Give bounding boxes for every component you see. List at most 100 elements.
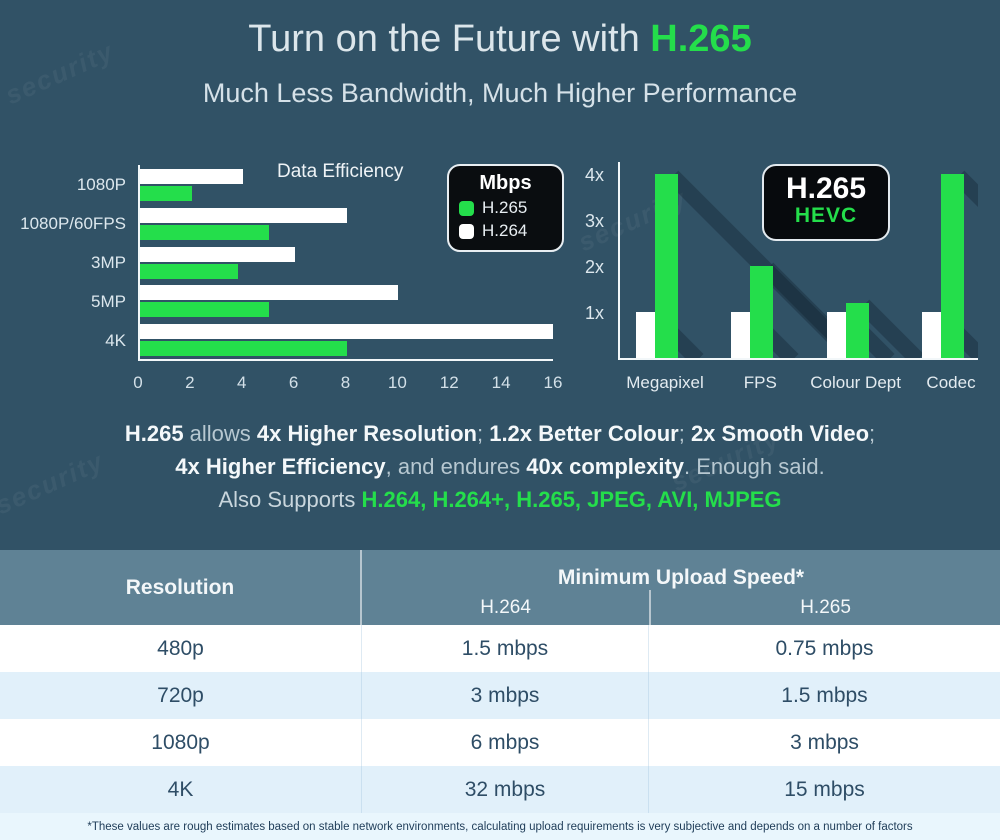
category-label: Megapixel	[626, 373, 704, 392]
table-cell-h264: 3 mbps	[362, 672, 649, 719]
plot-area	[138, 165, 553, 361]
table-cell-resolution: 4K	[0, 766, 362, 813]
x-tick-label: 4	[237, 373, 247, 392]
h265-bar	[140, 224, 270, 240]
resolution-column-header: Resolution	[0, 550, 362, 625]
table-cell-resolution: 720p	[0, 672, 362, 719]
h265-bar	[845, 302, 869, 358]
x-tick-label: 16	[543, 373, 563, 392]
plot-area: H.265 HEVC	[618, 162, 978, 360]
table-header: Resolution Minimum Upload Speed* H.264 H…	[0, 550, 1000, 625]
supported-codecs-line: Also Supports H.264, H.264+, H.265, JPEG…	[0, 487, 1000, 513]
supports-prefix: Also Supports	[218, 487, 362, 512]
h264-bar	[140, 169, 244, 184]
multiplier-chart: H.265 HEVC Megapixel FPS Colour Dept Codec …	[578, 155, 1000, 407]
x-tick-label: 14	[491, 373, 511, 392]
title-prefix: Turn on the Future with	[248, 18, 651, 60]
table-cell-h264: 6 mbps	[362, 719, 649, 766]
table-cell-h265: 15 mbps	[784, 777, 865, 801]
x-tick-label: 2	[185, 373, 195, 392]
table-cell-h265: 3 mbps	[790, 730, 859, 754]
x-tick-label: 8	[340, 373, 351, 392]
chart-legend: Mbps H.265 H.264	[447, 164, 564, 252]
category-label: FPS	[743, 373, 777, 392]
x-axis-ticks: 0 2 4 6 8 10 12 14 16	[133, 373, 562, 393]
bar-group	[140, 320, 553, 359]
category-label: Colour Dept	[810, 373, 901, 392]
bar-group	[140, 281, 553, 320]
category-label: Codec	[926, 373, 976, 392]
h265-column-header: H.265	[649, 590, 1000, 625]
h264-bar	[636, 312, 658, 358]
category-axis-labels: 1080P 1080P/60FPS 3MP 5MP 4K	[0, 165, 126, 361]
page-title: Turn on the Future with H.265	[0, 18, 1000, 61]
table-cell-h264: 32 mbps	[362, 766, 649, 813]
h264-bar	[922, 312, 944, 358]
claims-line2: 4x Higher Efficiency, and endures 40x co…	[175, 454, 825, 479]
table-footnote: *These values are rough estimates based …	[0, 813, 1000, 840]
y-tick-label: 1x	[584, 303, 604, 323]
chart-title: Data Efficiency	[277, 161, 404, 182]
page-subtitle: Much Less Bandwidth, Much Higher Perform…	[202, 78, 798, 108]
table-cell-resolution: 480p	[0, 625, 362, 672]
h265-bar	[140, 341, 347, 357]
upload-speed-group-header: Minimum Upload Speed* H.264 H.265	[362, 550, 1000, 625]
claims-line1: H.265 allows 4x Higher Resolution; 1.2x …	[124, 421, 876, 446]
h265-hevc-badge: H.265 HEVC	[762, 164, 890, 241]
table-cell-resolution: 1080p	[0, 719, 362, 766]
h264-bar	[140, 246, 295, 262]
sub-headers: H.264 H.265	[362, 590, 1000, 625]
h265-bar	[140, 302, 270, 318]
table-row: 4K 32 mbps 15 mbps	[0, 766, 1000, 813]
h265-bar	[140, 186, 192, 201]
codec-list: H.264, H.264+, H.265, JPEG, AVI, MJPEG	[361, 487, 782, 512]
bar-group	[140, 204, 553, 243]
bar-group	[140, 165, 553, 204]
table-row: 720p 3 mbps 1.5 mbps	[0, 672, 1000, 719]
upload-speed-table: Resolution Minimum Upload Speed* H.264 H…	[0, 550, 1000, 840]
legend-entry-h264: H.264	[459, 221, 552, 241]
table-body: 480p 1.5 mbps 0.75 mbps 720p 3 mbps 1.5 mbps 1…	[0, 625, 1000, 813]
x-tick-label: 10	[387, 373, 407, 392]
category-label: 4K	[105, 331, 126, 351]
y-tick-label: 3x	[584, 211, 604, 231]
y-tick-label: 4x	[584, 165, 604, 185]
h264-bar	[826, 312, 849, 358]
badge-hevc-label: HEVC	[794, 204, 858, 227]
legend-title: Mbps	[479, 172, 532, 194]
category-label: 3MP	[91, 253, 126, 272]
x-tick-label: 12	[439, 373, 459, 392]
bar-group	[140, 243, 553, 282]
category-label: 5MP	[91, 292, 126, 312]
x-tick-label: 0	[133, 373, 143, 392]
table-row: 480p 1.5 mbps 0.75 mbps	[0, 625, 1000, 672]
category-label: 1080P/60FPS	[20, 213, 126, 233]
group-header-title: Minimum Upload Speed*	[557, 566, 805, 589]
title-highlight-h265: H.265	[650, 18, 752, 60]
table-cell-h265: 0.75 mbps	[775, 636, 874, 660]
h265-bar	[655, 174, 678, 358]
h265-bar	[941, 174, 964, 358]
h264-bar	[140, 324, 553, 340]
data-efficiency-chart: Data Efficiency 1080P 1080P/60FPS 3MP 5MP 4K…	[0, 155, 572, 407]
h264-bar	[140, 207, 347, 223]
h265-bar	[140, 263, 239, 279]
h264-white-swatch-icon	[459, 223, 474, 239]
table-row: 1080p 6 mbps 3 mbps	[0, 719, 1000, 766]
legend-label: H.265	[482, 198, 528, 217]
h264-bar	[731, 312, 754, 358]
x-tick-label: 6	[288, 373, 299, 392]
h264-bar	[140, 285, 399, 301]
table-cell-h264: 1.5 mbps	[362, 625, 649, 672]
claims-text: H.265 allows 4x Higher Resolution; 1.2x …	[0, 421, 1000, 520]
h265-green-swatch-icon	[459, 200, 474, 216]
y-tick-label: 2x	[584, 257, 604, 277]
h264-column-header: H.264	[480, 596, 531, 618]
badge-h265-label: H.265	[785, 172, 867, 205]
h265-bar	[750, 266, 774, 358]
legend-label: H.264	[482, 221, 528, 240]
category-label: 1080P	[76, 174, 126, 194]
legend-entry-h265: H.265	[459, 198, 552, 218]
category-axis-labels: Megapixel FPS Colour Dept Codec	[618, 373, 978, 395]
